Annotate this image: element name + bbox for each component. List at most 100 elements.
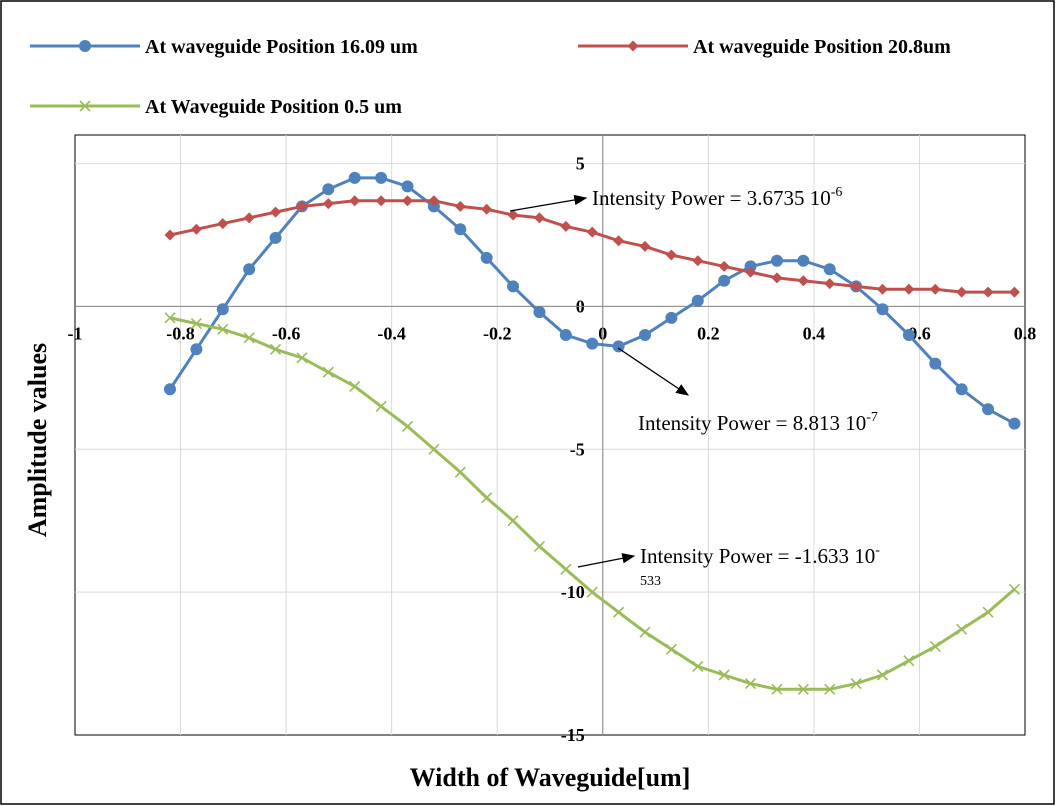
x-axis-label: Width of Waveguide[um] <box>410 763 691 792</box>
point <box>401 180 414 193</box>
point <box>956 286 968 298</box>
point <box>745 266 757 278</box>
point <box>665 643 677 655</box>
point <box>190 343 203 356</box>
legend-label: At waveguide Position 16.09 um <box>145 36 418 58</box>
point <box>322 198 334 210</box>
point <box>507 209 519 221</box>
point <box>401 420 414 432</box>
point <box>217 218 229 230</box>
point <box>691 294 704 307</box>
point <box>79 100 91 112</box>
point <box>877 283 888 295</box>
point <box>296 200 308 212</box>
point <box>322 366 334 378</box>
point <box>507 280 520 293</box>
annotation-sup: -7 <box>866 410 878 425</box>
point <box>454 200 466 212</box>
point <box>1008 286 1020 298</box>
point <box>692 660 704 672</box>
point <box>586 337 599 350</box>
point <box>454 223 467 236</box>
legend-label: At Waveguide Position 0.5 um <box>145 96 402 118</box>
point <box>876 303 889 316</box>
point <box>190 223 202 235</box>
point <box>269 343 282 355</box>
x-tick-label: -0.2 <box>483 323 512 343</box>
point <box>454 466 466 478</box>
point <box>612 340 625 353</box>
point <box>823 263 836 276</box>
point <box>929 640 941 652</box>
point <box>164 229 176 241</box>
x-tick-label: -0.6 <box>272 323 301 343</box>
point <box>402 195 413 207</box>
point <box>533 540 546 552</box>
point <box>718 274 731 287</box>
point <box>771 683 783 695</box>
point <box>217 323 229 335</box>
point <box>269 231 282 244</box>
point <box>613 606 625 618</box>
point <box>586 586 598 598</box>
annotation-arrow <box>509 194 588 212</box>
point <box>903 283 915 295</box>
point <box>903 655 915 667</box>
annotation: Intensity Power = 8.813 10-7 <box>638 410 878 435</box>
annotation-text: Intensity Power = 3.6735 10 <box>592 186 831 210</box>
point <box>375 171 388 184</box>
point <box>243 263 256 276</box>
point <box>164 312 176 324</box>
point <box>627 40 639 52</box>
point <box>692 255 704 267</box>
point <box>665 311 678 324</box>
point <box>718 669 730 681</box>
x-tick-label: 0.8 <box>1014 323 1037 343</box>
point <box>560 563 572 575</box>
point <box>824 683 836 695</box>
point <box>665 249 677 261</box>
point <box>956 623 968 635</box>
point <box>982 403 995 416</box>
point <box>876 669 889 681</box>
x-tick-label: -1 <box>68 323 83 343</box>
point <box>982 286 994 298</box>
point <box>190 318 202 330</box>
annotation: Intensity Power = 3.6735 10-6 <box>592 185 842 210</box>
y-tick-label: -15 <box>561 725 585 745</box>
point <box>533 306 546 319</box>
point <box>296 352 308 364</box>
point <box>850 280 862 292</box>
point <box>955 383 968 396</box>
point <box>824 278 836 290</box>
point <box>216 303 229 316</box>
point <box>771 272 783 284</box>
point <box>797 275 809 287</box>
y-tick-label: -10 <box>561 582 585 602</box>
point <box>348 171 361 184</box>
point <box>322 183 335 196</box>
point <box>481 492 493 504</box>
point <box>744 260 757 273</box>
point <box>982 606 994 618</box>
plot-border <box>74 134 1026 736</box>
point <box>929 357 942 370</box>
point <box>1008 417 1021 430</box>
x-tick-label: 0.2 <box>697 323 720 343</box>
y-axis-label: Amplitude values <box>23 343 52 537</box>
point <box>929 283 941 295</box>
point <box>427 200 440 213</box>
point <box>639 329 651 341</box>
annotation-text: Intensity Power = -1.633 10 <box>640 544 875 568</box>
point <box>428 443 440 455</box>
point <box>270 206 282 218</box>
point <box>1008 583 1021 595</box>
annotation-sub: 533 <box>640 574 661 589</box>
point <box>639 626 651 638</box>
point <box>507 515 519 527</box>
annotation-arrow <box>577 553 636 568</box>
point <box>797 683 809 695</box>
point <box>560 220 572 232</box>
